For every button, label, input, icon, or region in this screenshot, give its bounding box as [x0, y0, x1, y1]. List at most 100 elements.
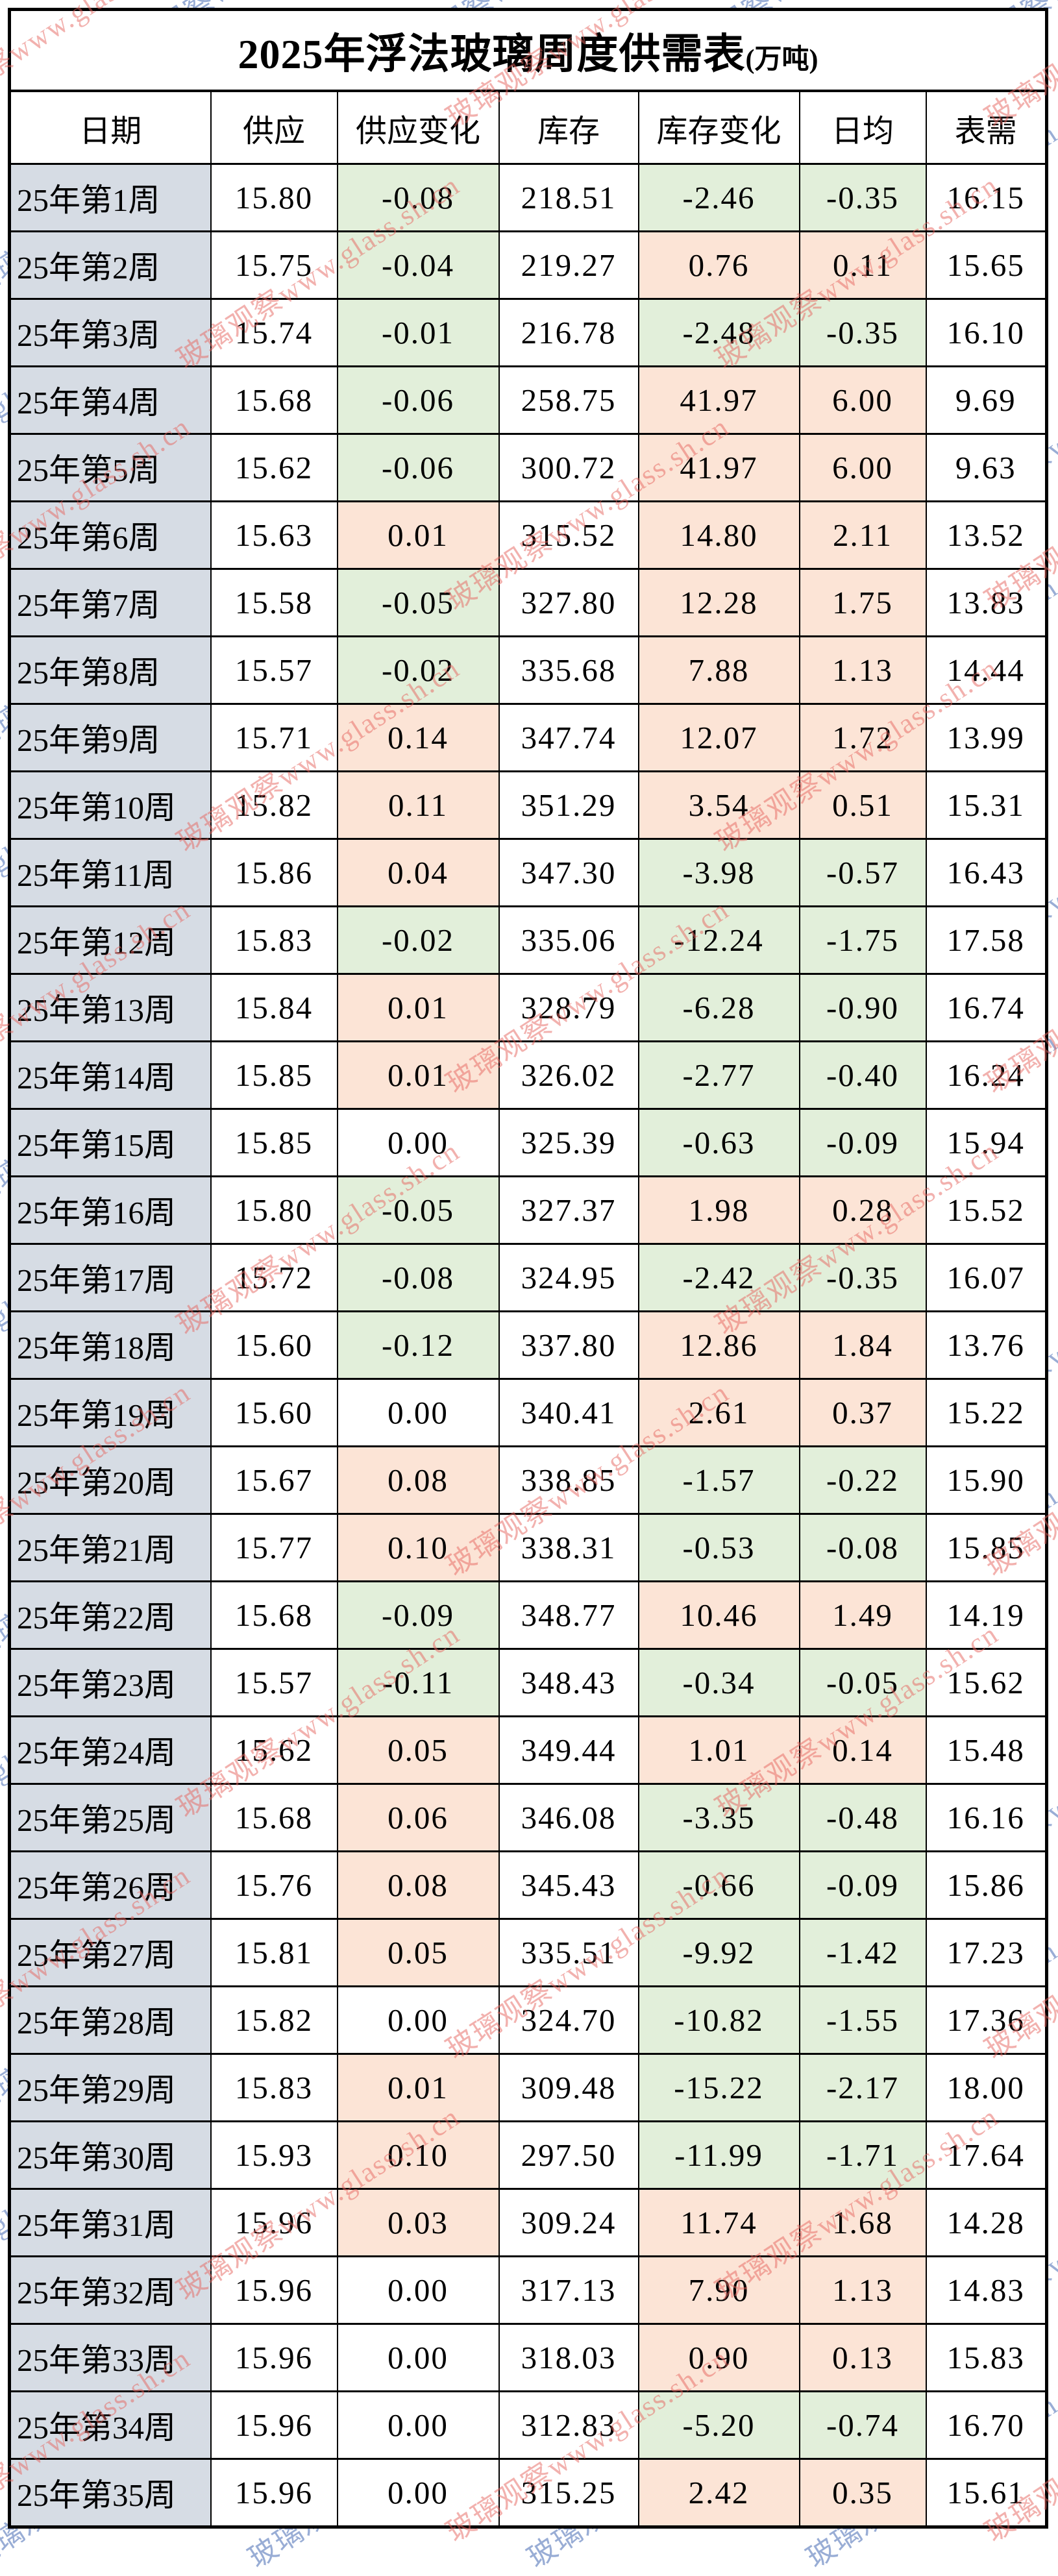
supply-change-cell: 0.00	[336, 2458, 500, 2528]
supply-change-cell: -0.06	[336, 365, 500, 435]
supply-cell: 15.68	[210, 1783, 338, 1852]
supply-cell: 15.84	[210, 973, 338, 1042]
daily-avg-cell: -1.71	[798, 2120, 927, 2190]
daily-avg-cell: -0.40	[798, 1040, 927, 1110]
daily-avg-cell: 6.00	[798, 365, 927, 435]
supply-cell: 15.74	[210, 298, 338, 367]
inventory-change-cell: -0.63	[637, 1108, 800, 1177]
apparent-demand-cell: 16.74	[925, 973, 1048, 1042]
inventory-cell: 258.75	[498, 365, 639, 435]
apparent-demand-cell: 15.94	[925, 1108, 1048, 1177]
supply-change-cell: 0.05	[336, 1918, 500, 1987]
date-cell: 25年第29周	[8, 2053, 212, 2122]
inventory-cell: 335.68	[498, 635, 639, 705]
supply-cell: 15.82	[210, 1985, 338, 2055]
supply-cell: 15.85	[210, 1108, 338, 1177]
title-unit-label: (万吨)	[745, 44, 818, 75]
supply-change-cell: 0.08	[336, 1850, 500, 1920]
inventory-change-cell: 7.90	[637, 2255, 800, 2325]
daily-avg-cell: -0.05	[798, 1648, 927, 1717]
supply-change-cell: 0.03	[336, 2188, 500, 2257]
apparent-demand-cell: 17.23	[925, 1918, 1048, 1987]
column-header-daily_avg: 日均	[798, 90, 927, 165]
daily-avg-cell: 0.11	[798, 230, 927, 300]
inventory-cell: 325.39	[498, 1108, 639, 1177]
inventory-cell: 216.78	[498, 298, 639, 367]
inventory-cell: 297.50	[498, 2120, 639, 2190]
supply-cell: 15.60	[210, 1378, 338, 1447]
table-row: 25年第28周 15.82 0.00 324.70 -10.82 -1.55 17.36	[8, 1985, 1048, 2055]
table-row: 25年第14周 15.85 0.01 326.02 -2.77 -0.40 16.24	[8, 1040, 1048, 1110]
daily-avg-cell: 0.37	[798, 1378, 927, 1447]
apparent-demand-cell: 15.31	[925, 770, 1048, 840]
table-row: 25年第4周 15.68 -0.06 258.75 41.97 6.00 9.69	[8, 365, 1048, 435]
inventory-cell: 315.25	[498, 2458, 639, 2528]
inventory-change-cell: -2.48	[637, 298, 800, 367]
supply-cell: 15.57	[210, 1648, 338, 1717]
inventory-change-cell: -10.82	[637, 1985, 800, 2055]
column-header-inventory: 库存	[498, 90, 639, 165]
inventory-cell: 351.29	[498, 770, 639, 840]
date-cell: 25年第14周	[8, 1040, 212, 1110]
inventory-change-cell: -5.20	[637, 2390, 800, 2460]
date-cell: 25年第26周	[8, 1850, 212, 1920]
supply-cell: 15.60	[210, 1310, 338, 1380]
inventory-cell: 312.83	[498, 2390, 639, 2460]
daily-avg-cell: 0.14	[798, 1715, 927, 1785]
supply-change-cell: 0.00	[336, 1378, 500, 1447]
daily-avg-cell: -0.90	[798, 973, 927, 1042]
supply-cell: 15.77	[210, 1513, 338, 1582]
supply-change-cell: -0.02	[336, 635, 500, 705]
inventory-cell: 348.77	[498, 1580, 639, 1650]
inventory-cell: 349.44	[498, 1715, 639, 1785]
inventory-change-cell: -9.92	[637, 1918, 800, 1987]
apparent-demand-cell: 15.48	[925, 1715, 1048, 1785]
table-title-cell: 2025年浮法玻璃周度供需表(万吨)	[7, 8, 1049, 92]
inventory-cell: 317.13	[498, 2255, 639, 2325]
inventory-cell: 324.70	[498, 1985, 639, 2055]
supply-change-cell: -0.09	[336, 1580, 500, 1650]
table-row: 25年第9周 15.71 0.14 347.74 12.07 1.72 13.99	[8, 703, 1048, 772]
apparent-demand-cell: 15.22	[925, 1378, 1048, 1447]
date-cell: 25年第1周	[8, 163, 212, 232]
table-row: 25年第7周 15.58 -0.05 327.80 12.28 1.75 13.83	[8, 568, 1048, 637]
table-row: 25年第20周 15.67 0.08 338.85 -1.57 -0.22 15.90	[8, 1445, 1048, 1515]
supply-cell: 15.80	[210, 163, 338, 232]
column-header-inventory_change: 库存变化	[637, 90, 800, 165]
daily-avg-cell: 1.13	[798, 2255, 927, 2325]
apparent-demand-cell: 17.64	[925, 2120, 1048, 2190]
supply-change-cell: 0.04	[336, 838, 500, 907]
apparent-demand-cell: 16.70	[925, 2390, 1048, 2460]
supply-change-cell: 0.10	[336, 1513, 500, 1582]
date-cell: 25年第35周	[8, 2458, 212, 2528]
date-cell: 25年第25周	[8, 1783, 212, 1852]
daily-avg-cell: -0.08	[798, 1513, 927, 1582]
supply-change-cell: -0.05	[336, 568, 500, 637]
daily-avg-cell: -1.55	[798, 1985, 927, 2055]
supply-change-cell: 0.00	[336, 2390, 500, 2460]
daily-avg-cell: 1.75	[798, 568, 927, 637]
inventory-cell: 347.30	[498, 838, 639, 907]
daily-avg-cell: -0.57	[798, 838, 927, 907]
apparent-demand-cell: 15.62	[925, 1648, 1048, 1717]
supply-cell: 15.80	[210, 1175, 338, 1245]
date-cell: 25年第7周	[8, 568, 212, 637]
supply-cell: 15.71	[210, 703, 338, 772]
supply-change-cell: -0.05	[336, 1175, 500, 1245]
apparent-demand-cell: 14.19	[925, 1580, 1048, 1650]
inventory-cell: 318.03	[498, 2323, 639, 2392]
inventory-cell: 219.27	[498, 230, 639, 300]
daily-avg-cell: -0.35	[798, 163, 927, 232]
inventory-change-cell: 10.46	[637, 1580, 800, 1650]
inventory-cell: 340.41	[498, 1378, 639, 1447]
supply-cell: 15.67	[210, 1445, 338, 1515]
date-cell: 25年第4周	[8, 365, 212, 435]
apparent-demand-cell: 13.99	[925, 703, 1048, 772]
apparent-demand-cell: 9.69	[925, 365, 1048, 435]
table-row: 25年第6周 15.63 0.01 315.52 14.80 2.11 13.52	[8, 500, 1048, 570]
column-header-date: 日期	[8, 90, 212, 165]
inventory-change-cell: -11.99	[637, 2120, 800, 2190]
inventory-cell: 300.72	[498, 433, 639, 502]
supply-change-cell: 0.01	[336, 973, 500, 1042]
supply-cell: 15.76	[210, 1850, 338, 1920]
